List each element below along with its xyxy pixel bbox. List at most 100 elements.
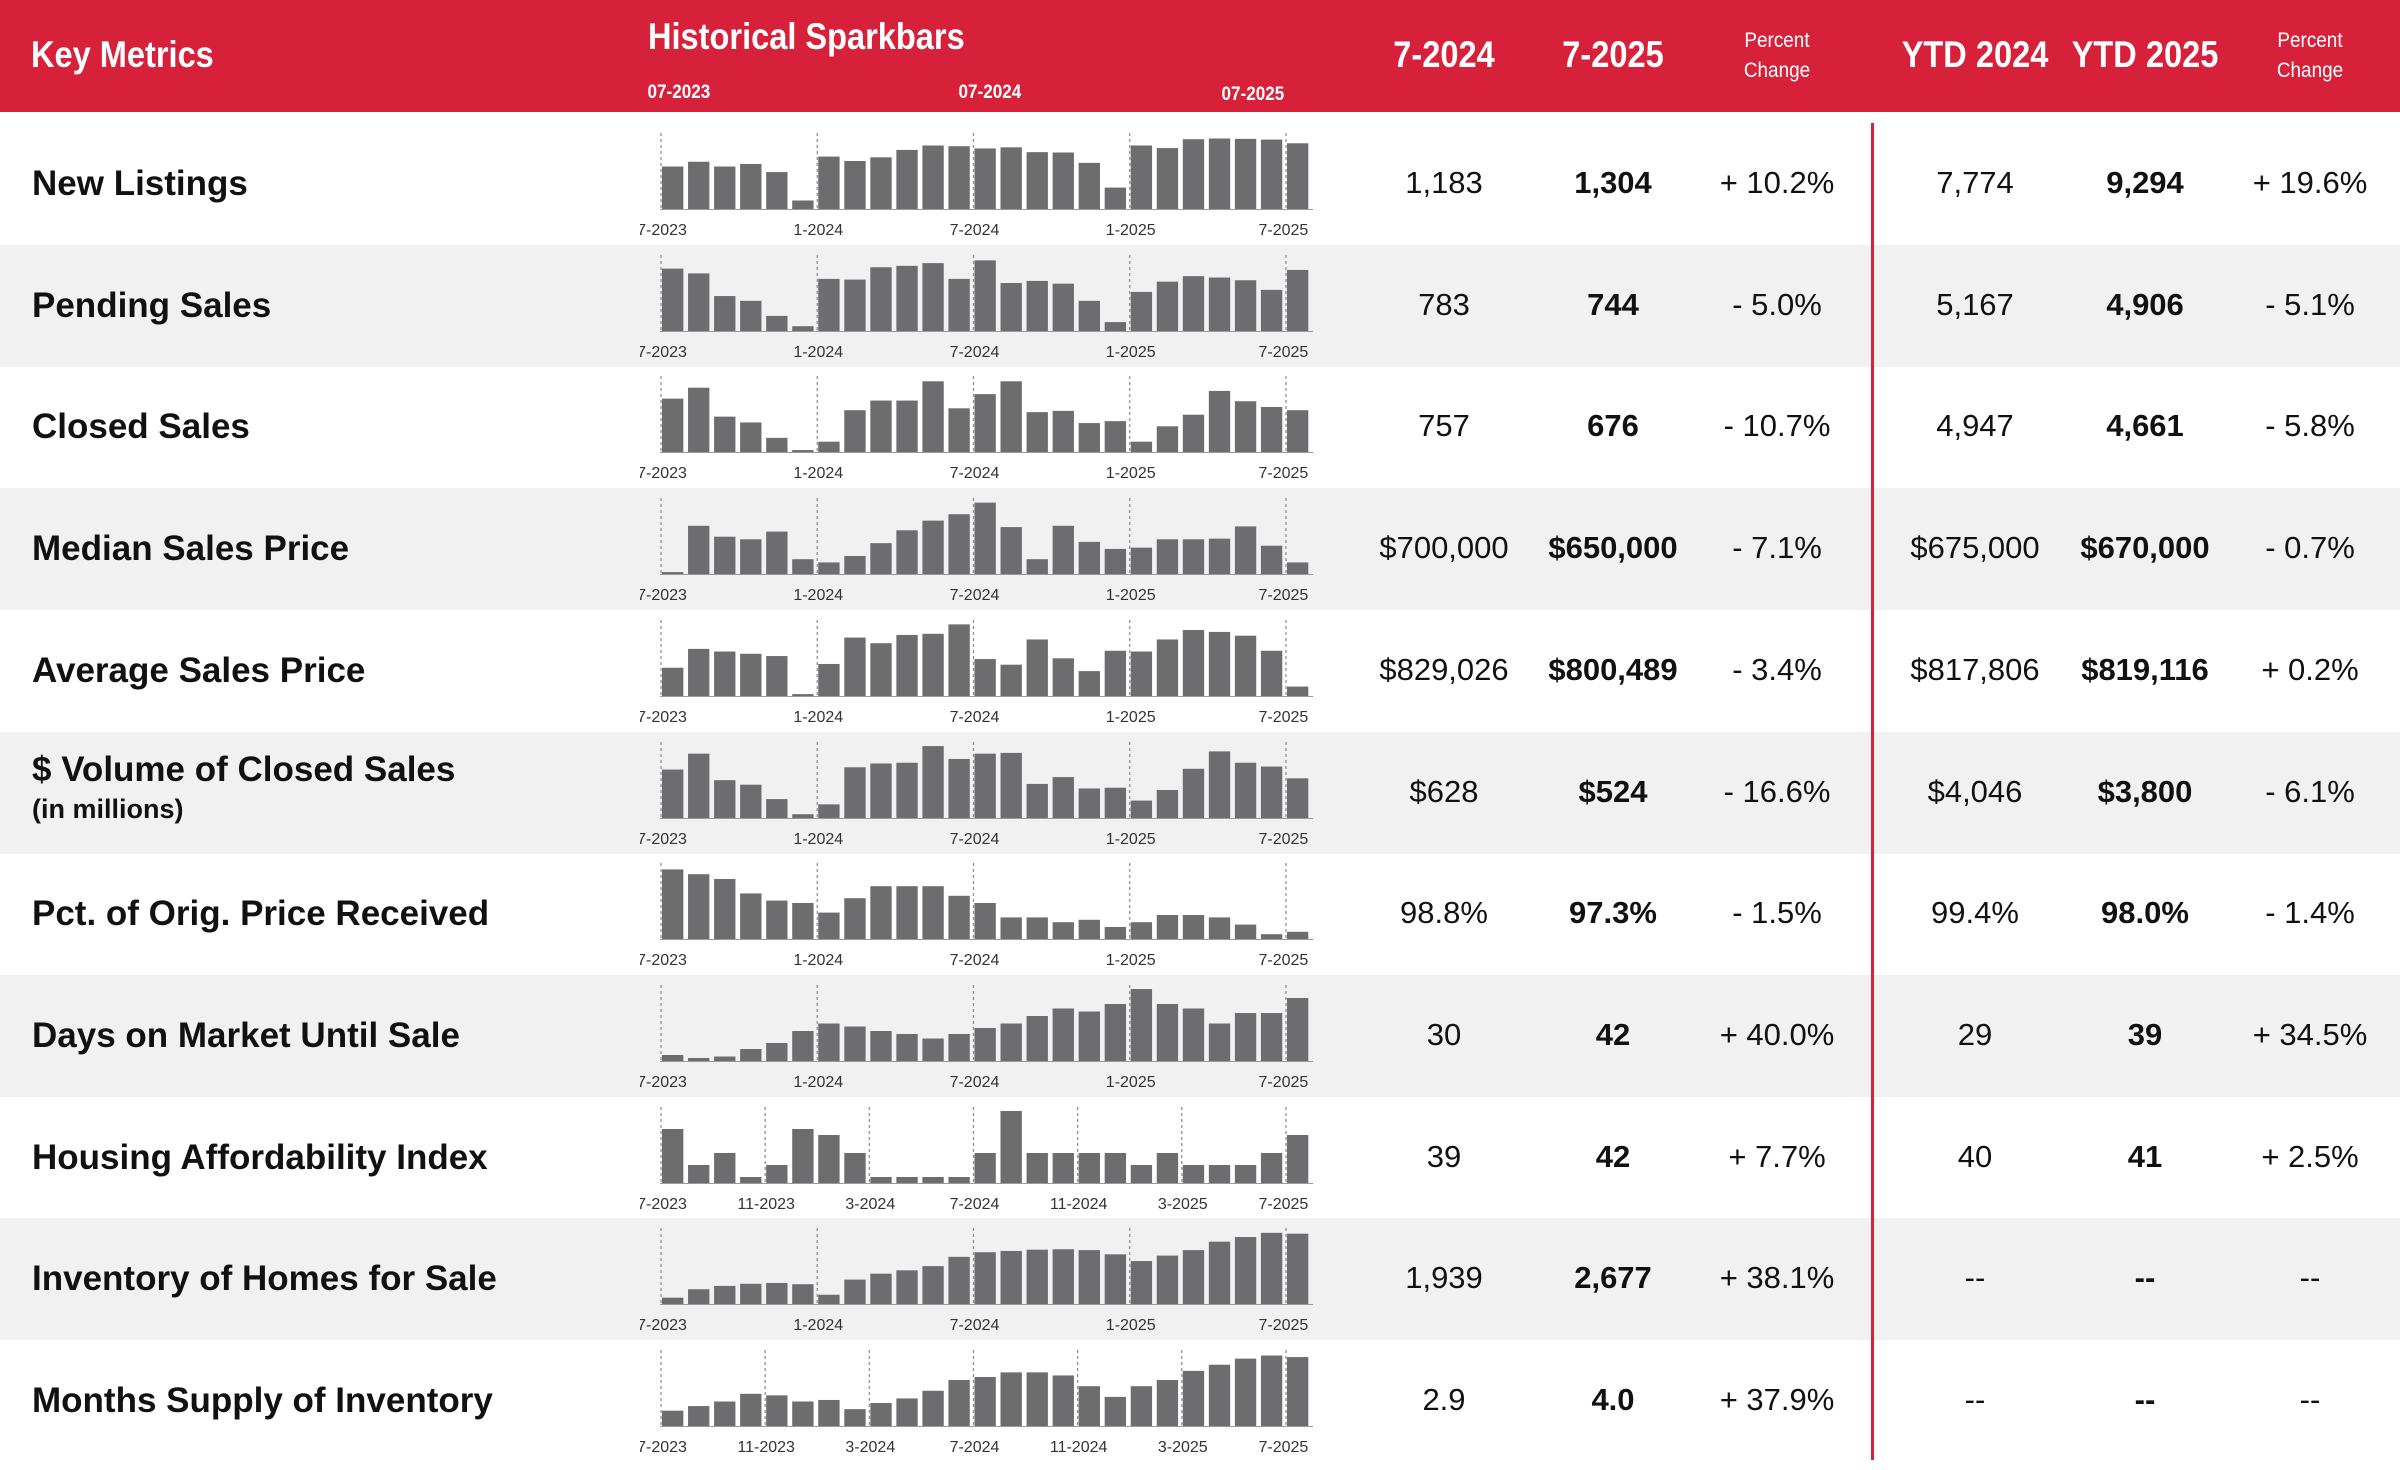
value-ytd-2024: 40 xyxy=(1957,1138,1993,1174)
sparkbar xyxy=(922,1038,944,1061)
sparkbar xyxy=(1130,547,1153,575)
value-7-2025: 42 xyxy=(1595,1138,1631,1174)
value-ytd-2024: 7,774 xyxy=(1936,165,2014,200)
sparkbar xyxy=(662,399,684,453)
sparkbar xyxy=(896,149,918,209)
sparkbar xyxy=(1000,664,1022,696)
sparkbar xyxy=(1104,650,1127,696)
percent-change: - 10.7% xyxy=(1723,408,1831,444)
sparkbar xyxy=(1208,631,1231,696)
value-ytd-2025: 41 xyxy=(2127,1138,2163,1174)
sparkbar xyxy=(714,879,736,940)
sparkbar xyxy=(844,766,866,818)
table-row: Median Sales Price $700,000 $650,000 - 7.1%… xyxy=(0,488,2400,611)
sparkbar xyxy=(1026,639,1048,696)
sparkbar xyxy=(1182,915,1205,940)
metric-label: Housing Affordability Index xyxy=(32,1138,488,1178)
col-header-7-2024: 7-2024 xyxy=(1393,34,1495,75)
value-ytd-2025: $670,000 xyxy=(2080,530,2210,566)
sparkbar xyxy=(740,653,762,696)
col-header-percent-change-ytd: Percent Change xyxy=(2277,26,2343,86)
sparkbar xyxy=(818,156,840,209)
sparkbar xyxy=(740,784,762,818)
sparkbar xyxy=(1208,750,1231,818)
sparkbar xyxy=(870,400,892,453)
sparkbar xyxy=(922,745,944,818)
sparkbar xyxy=(922,145,944,209)
sparkbar-tick-label: 7-2025 xyxy=(1258,222,1308,239)
metric-sublabel: (in millions) xyxy=(32,793,184,824)
sparkbar xyxy=(870,266,892,331)
sparkbar xyxy=(1052,411,1074,453)
sparkbar xyxy=(1208,391,1231,453)
percent-change-ytd: - 0.7% xyxy=(2265,530,2355,566)
spark-tick-label: 07-2025 xyxy=(1221,84,1285,105)
percent-change: - 5.0% xyxy=(1732,286,1822,322)
sparkbar xyxy=(896,1033,918,1061)
sparkbar xyxy=(1156,639,1179,696)
sparkbar xyxy=(1286,143,1309,209)
sparkbar xyxy=(1208,1164,1231,1183)
value-7-2025: 676 xyxy=(1587,408,1639,444)
sparkbar-tick-label: 7-2023 xyxy=(640,1317,687,1334)
metric-label: $ Volume of Closed Sales (in millions) xyxy=(32,750,455,825)
sparkbar xyxy=(714,1152,736,1183)
table-row: New Listings 1,183 1,304 + 10.2% 7,774 9,294 +… xyxy=(0,123,2400,245)
metric-name: New Listings xyxy=(32,164,248,203)
sparkbar xyxy=(870,1403,892,1426)
sparkbar xyxy=(662,667,684,696)
sparkbar xyxy=(1052,152,1074,209)
sparkbar xyxy=(740,163,762,209)
sparkbar xyxy=(1130,1261,1153,1305)
sparkbar xyxy=(974,903,996,940)
table-row: Inventory of Homes for Sale 1,939 2,677 + 3… xyxy=(0,1218,2400,1341)
sparkbar xyxy=(870,1030,892,1061)
value-7-2024: 1,939 xyxy=(1405,1260,1483,1296)
percent-change: + 10.2% xyxy=(1719,165,1835,200)
sparkbar xyxy=(1156,1003,1179,1061)
sparkbar xyxy=(1078,1250,1100,1305)
sparkbar xyxy=(1000,1251,1022,1305)
sparkbar xyxy=(662,769,684,818)
table-row: $ Volume of Closed Sales (in millions) $62… xyxy=(0,731,2400,854)
sparkbar xyxy=(1286,1357,1309,1426)
sparkbar-tick-label: 1-2024 xyxy=(793,465,843,482)
sparkbar xyxy=(1156,148,1179,209)
sparkbar xyxy=(1286,1134,1309,1183)
sparkbar-chart: 7-2023 1-2024 7-2024 1-2025 7-2025 xyxy=(640,133,1313,239)
sparkbar-tick-label: 1-2025 xyxy=(1106,1317,1156,1334)
sparkbar xyxy=(974,1027,996,1061)
sparkbar xyxy=(1182,139,1205,209)
percent-change-ytd: + 19.6% xyxy=(2252,165,2368,200)
value-ytd-2024: 5,167 xyxy=(1936,286,2014,322)
sparkbar xyxy=(1208,538,1231,575)
sparkbar xyxy=(1234,279,1257,331)
sparkbar xyxy=(870,762,892,818)
sparkbar xyxy=(870,157,892,209)
sparkbar xyxy=(1156,1380,1179,1426)
sparkbar xyxy=(1234,1164,1257,1183)
sparkbar xyxy=(1052,658,1074,696)
sparkbar-tick-label: 7-2024 xyxy=(950,222,1000,239)
sparkbar-tick-label: 7-2023 xyxy=(640,1074,687,1091)
sparkbar xyxy=(1078,670,1100,696)
value-7-2025: 97.3% xyxy=(1569,895,1657,931)
sparkbar xyxy=(818,1295,840,1305)
sparkbar-tick-label: 1-2024 xyxy=(793,952,843,969)
sparkbar xyxy=(896,1398,918,1426)
value-7-2024: $628 xyxy=(1409,773,1479,809)
sparkbar-tick-label: 1-2024 xyxy=(793,831,843,848)
metric-name: Housing Affordability Index xyxy=(32,1137,488,1177)
sparkbar xyxy=(1260,545,1283,575)
sparkbar-tick-label: 3-2025 xyxy=(1158,1439,1208,1456)
sparkbar xyxy=(1234,924,1257,940)
value-7-2025: 744 xyxy=(1587,286,1639,322)
sparkbar xyxy=(1026,559,1048,575)
percent-change-ytd: - 5.8% xyxy=(2265,408,2355,444)
sparkbar xyxy=(740,422,762,453)
metric-name: Months Supply of Inventory xyxy=(32,1381,493,1420)
sparkbar xyxy=(896,634,918,696)
sparkbar xyxy=(818,663,840,696)
sparkbar-tick-label: 7-2025 xyxy=(1258,1317,1308,1334)
sparkbar xyxy=(1208,1241,1231,1305)
